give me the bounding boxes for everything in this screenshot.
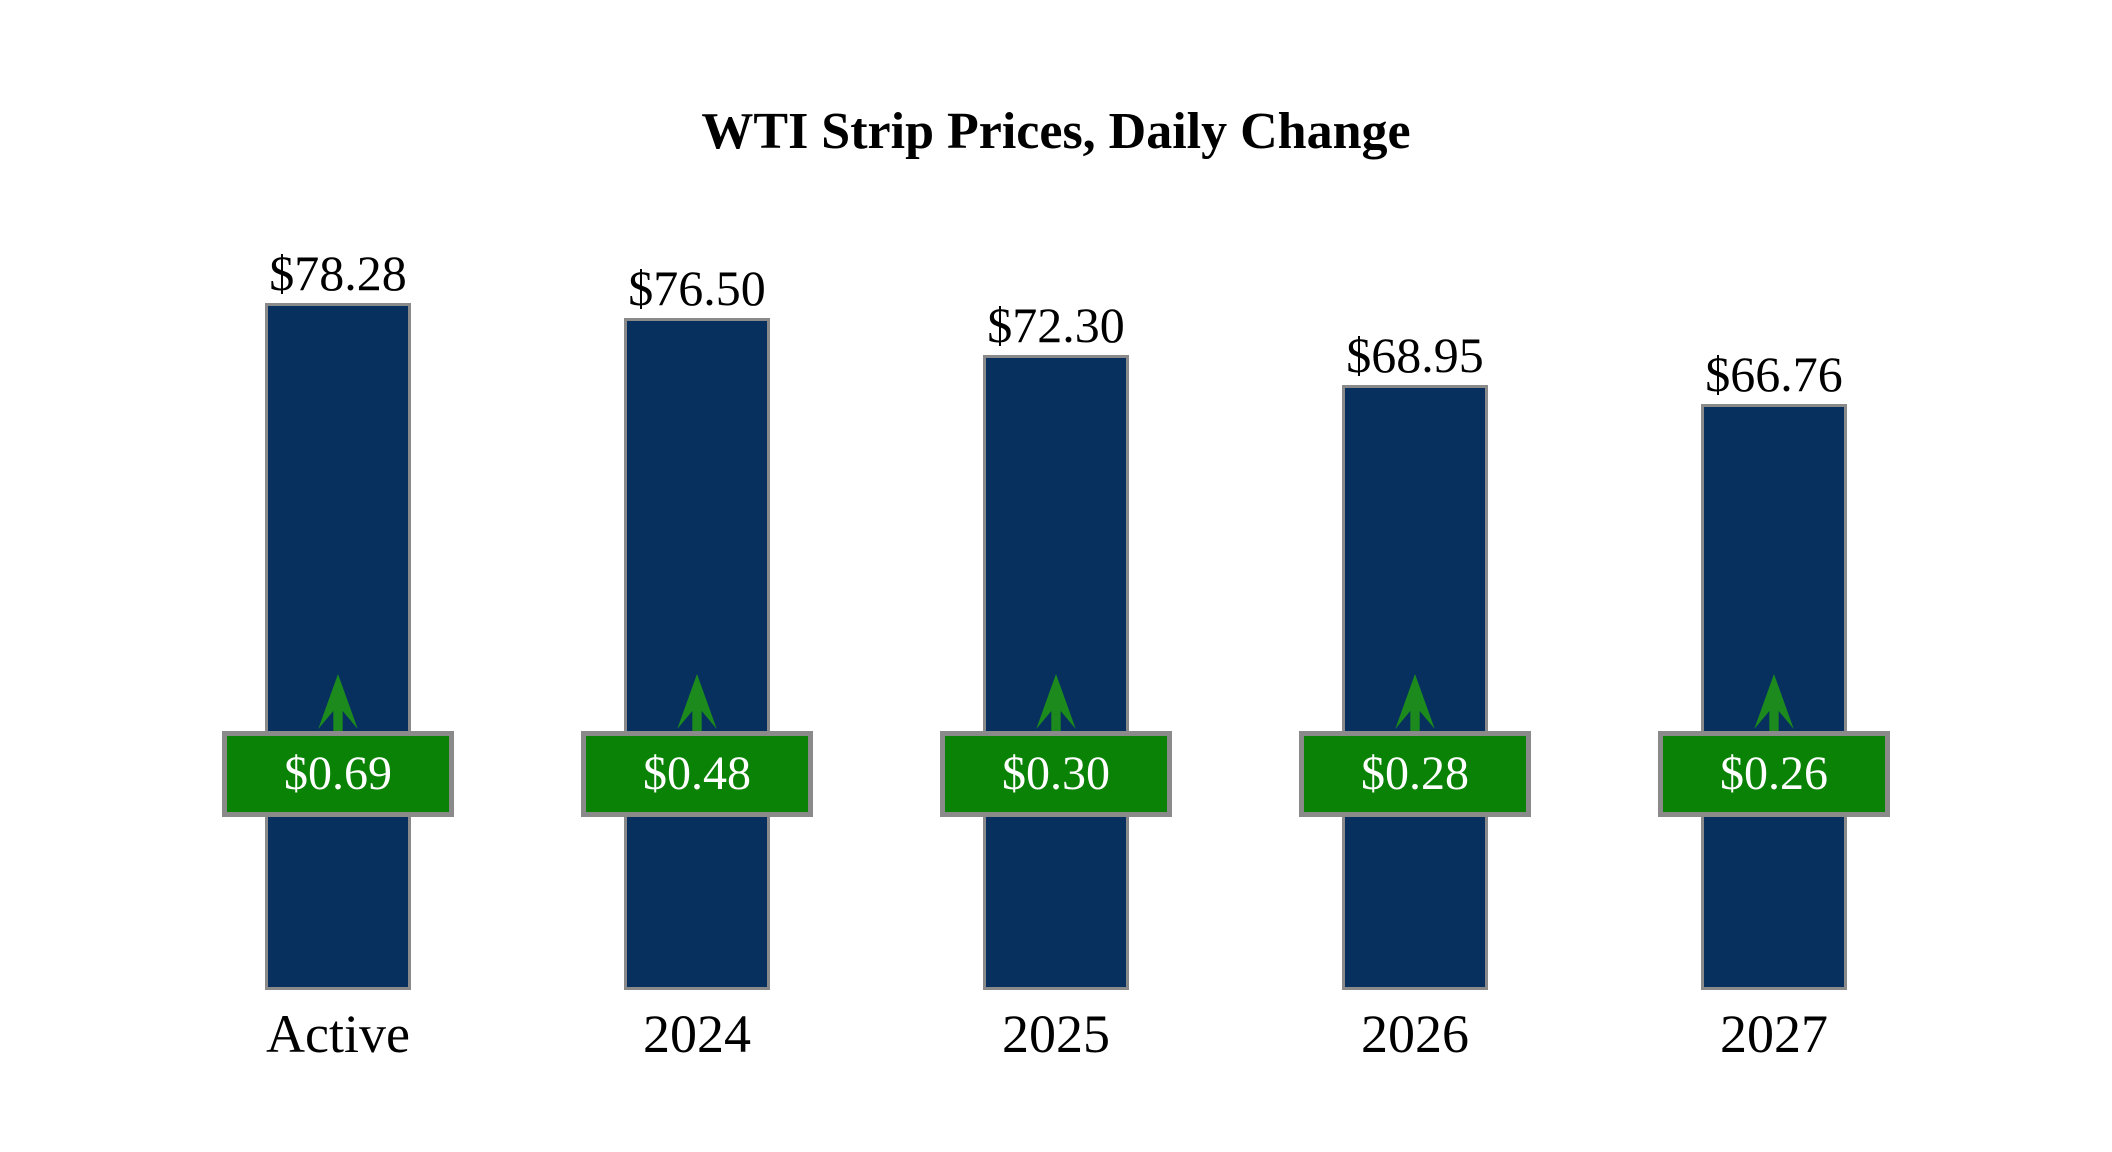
daily-change-value: $0.69 <box>284 747 392 800</box>
price-bar <box>624 318 770 990</box>
bar-group-2027: $66.76 $0.26 2027 <box>1654 0 1894 1152</box>
price-label: $78.28 <box>269 245 407 301</box>
daily-change-value: $0.28 <box>1361 747 1469 800</box>
bar-group-2026: $68.95 $0.28 2026 <box>1295 0 1535 1152</box>
daily-change-badge: $0.30 <box>940 731 1172 817</box>
category-label: 2024 <box>643 1004 751 1064</box>
daily-change-value: $0.48 <box>643 747 751 800</box>
chart-title: WTI Strip Prices, Daily Change <box>701 103 1411 160</box>
up-arrow-icon <box>1754 674 1794 733</box>
daily-change-badge: $0.28 <box>1299 731 1531 817</box>
daily-change-value: $0.26 <box>1720 747 1828 800</box>
bar-group-2024: $76.50 $0.48 2024 <box>577 0 817 1152</box>
up-arrow-icon <box>318 674 358 733</box>
price-label: $66.76 <box>1705 346 1843 402</box>
up-arrow-icon <box>1395 674 1435 733</box>
daily-change-badge: $0.48 <box>581 731 813 817</box>
category-label: Active <box>266 1004 410 1064</box>
price-bar <box>265 303 411 990</box>
bar-group-active: $78.28 $0.69 Active <box>218 0 458 1152</box>
category-label: 2026 <box>1361 1004 1469 1064</box>
price-bar <box>983 355 1129 990</box>
bar-group-2025: $72.30 $0.30 2025 <box>936 0 1176 1152</box>
daily-change-value: $0.30 <box>1002 747 1110 800</box>
price-label: $72.30 <box>987 297 1125 353</box>
up-arrow-icon <box>1036 674 1076 733</box>
category-label: 2025 <box>1002 1004 1110 1064</box>
daily-change-badge: $0.69 <box>222 731 454 817</box>
price-label: $68.95 <box>1346 327 1484 383</box>
price-label: $76.50 <box>628 260 766 316</box>
daily-change-badge: $0.26 <box>1658 731 1890 817</box>
category-label: 2027 <box>1720 1004 1828 1064</box>
up-arrow-icon <box>677 674 717 733</box>
